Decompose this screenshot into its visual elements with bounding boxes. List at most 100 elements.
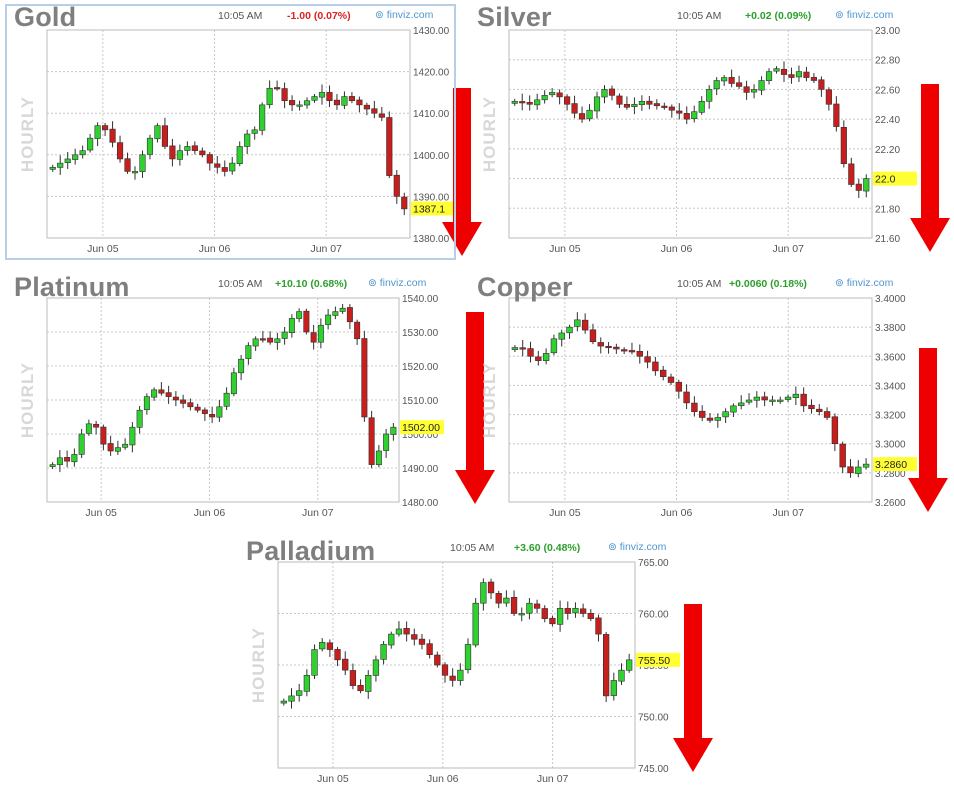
candle: [816, 404, 823, 416]
candle: [578, 106, 586, 123]
candle: [303, 669, 311, 697]
candle: [769, 395, 776, 406]
last-price-tag: [400, 420, 444, 435]
candle: [386, 111, 393, 179]
candle: [187, 398, 194, 411]
quote-time: 10:05 AM: [677, 10, 722, 22]
x-tick-label: Jun 05: [87, 243, 119, 255]
candle: [511, 345, 519, 353]
candle: [368, 410, 375, 469]
candle: [390, 423, 397, 441]
candle: [333, 94, 341, 110]
candle: [803, 66, 810, 82]
candle: [395, 621, 403, 637]
finviz-icon: ⊚: [835, 277, 847, 289]
candle: [574, 312, 581, 332]
candle: [503, 590, 510, 607]
candle: [518, 607, 525, 622]
candle: [713, 77, 720, 96]
chart-title: Palladium: [246, 536, 376, 566]
price-change: +3.60 (0.48%): [514, 542, 581, 554]
y-tick-label: 1420.00: [413, 68, 450, 79]
candle: [526, 95, 533, 111]
candle: [172, 391, 179, 407]
y-tick-label: 22.80: [875, 56, 900, 67]
y-tick-label: 3.2800: [875, 469, 906, 480]
source-text: finviz.com: [386, 9, 434, 21]
candle: [761, 391, 768, 407]
down-arrow-icon: [455, 312, 495, 504]
candle: [102, 123, 109, 137]
finviz-icon: ⊚: [608, 541, 620, 553]
x-tick-label: Jun 07: [772, 243, 804, 255]
candle: [736, 75, 743, 89]
source-link[interactable]: ⊚ finviz.com: [835, 9, 893, 21]
candle: [487, 578, 495, 600]
source-text: finviz.com: [379, 277, 427, 289]
candle: [714, 413, 722, 428]
candle: [620, 347, 628, 355]
candle: [558, 329, 565, 347]
candle: [154, 123, 161, 143]
candle: [78, 428, 85, 459]
candle: [245, 342, 252, 365]
last-price-label: 1502.00: [402, 422, 440, 434]
candle: [288, 688, 295, 709]
candle: [85, 419, 92, 436]
y-tick-label: 1530.00: [402, 328, 439, 339]
candle: [252, 336, 259, 351]
source-link[interactable]: ⊚ finviz.com: [608, 541, 666, 553]
plot-frame: [46, 297, 400, 503]
chart-panel-gold: Gold 10:05 AM -1.00 (0.07%) ⊚ finviz.com HOU…: [0, 0, 482, 262]
candle: [579, 603, 587, 618]
price-change: +10.10 (0.68%): [275, 278, 348, 290]
candle: [288, 314, 295, 338]
hourly-label: HOURLY: [480, 96, 499, 172]
candle: [549, 615, 556, 627]
candle: [122, 438, 129, 450]
chart-svg-palladium: HOURLY765.00760.00755.00750.00745.00Jun …: [249, 558, 713, 785]
last-price-label: 3.2860: [875, 459, 907, 471]
candle: [151, 387, 158, 401]
source-text: finviz.com: [619, 541, 667, 553]
candle: [259, 330, 266, 343]
candle: [267, 331, 274, 345]
last-price-tag: [636, 652, 680, 667]
candle: [341, 91, 348, 110]
candle: [289, 95, 296, 112]
candle: [87, 133, 94, 153]
y-tick-label: 745.00: [638, 764, 669, 775]
source-link[interactable]: ⊚ finviz.com: [368, 277, 426, 289]
candle: [236, 141, 243, 167]
candle: [403, 621, 410, 642]
candle: [334, 646, 341, 667]
candle: [721, 75, 728, 86]
candle: [139, 150, 146, 178]
candle: [332, 306, 339, 320]
candle: [541, 90, 548, 104]
candle: [238, 355, 245, 381]
candle: [652, 356, 659, 376]
y-tick-label: 3.3400: [875, 381, 906, 392]
x-tick-label: Jun 06: [661, 507, 693, 519]
y-tick-label: 3.3600: [875, 352, 906, 363]
candle: [602, 631, 610, 703]
candle: [510, 590, 518, 616]
source-link[interactable]: ⊚ finviz.com: [375, 9, 433, 21]
candle: [825, 87, 832, 111]
candle: [777, 396, 784, 404]
candle: [511, 98, 518, 106]
y-tick-label: 1480.00: [402, 498, 439, 509]
candle: [303, 308, 310, 335]
y-tick-label: 22.40: [875, 115, 900, 126]
last-price-label: 1387.1: [413, 203, 445, 215]
candle: [266, 80, 273, 109]
candle: [221, 160, 228, 177]
source-link[interactable]: ⊚ finviz.com: [835, 277, 893, 289]
y-tick-label: 1540.00: [402, 294, 439, 305]
candle: [296, 100, 303, 111]
y-tick-label: 22.60: [875, 85, 900, 96]
candle: [691, 105, 698, 123]
candle: [738, 395, 745, 410]
y-tick-label: 1430.00: [413, 26, 450, 37]
